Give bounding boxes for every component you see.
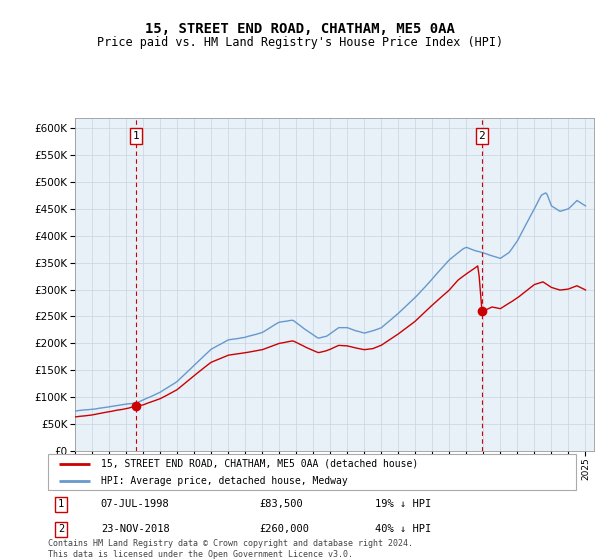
- Text: 15, STREET END ROAD, CHATHAM, ME5 0AA (detached house): 15, STREET END ROAD, CHATHAM, ME5 0AA (d…: [101, 459, 418, 469]
- Text: 1: 1: [58, 500, 64, 510]
- Text: £83,500: £83,500: [259, 500, 303, 510]
- Text: HPI: Average price, detached house, Medway: HPI: Average price, detached house, Medw…: [101, 476, 347, 486]
- Text: 23-NOV-2018: 23-NOV-2018: [101, 525, 170, 534]
- Text: 40% ↓ HPI: 40% ↓ HPI: [376, 525, 431, 534]
- Text: Price paid vs. HM Land Registry's House Price Index (HPI): Price paid vs. HM Land Registry's House …: [97, 36, 503, 49]
- Text: £260,000: £260,000: [259, 525, 309, 534]
- Text: 07-JUL-1998: 07-JUL-1998: [101, 500, 170, 510]
- Text: 1: 1: [133, 131, 139, 141]
- Text: Contains HM Land Registry data © Crown copyright and database right 2024.
This d: Contains HM Land Registry data © Crown c…: [48, 539, 413, 559]
- Text: 2: 2: [58, 525, 64, 534]
- Text: 15, STREET END ROAD, CHATHAM, ME5 0AA: 15, STREET END ROAD, CHATHAM, ME5 0AA: [145, 22, 455, 36]
- Text: 2: 2: [479, 131, 485, 141]
- Text: 19% ↓ HPI: 19% ↓ HPI: [376, 500, 431, 510]
